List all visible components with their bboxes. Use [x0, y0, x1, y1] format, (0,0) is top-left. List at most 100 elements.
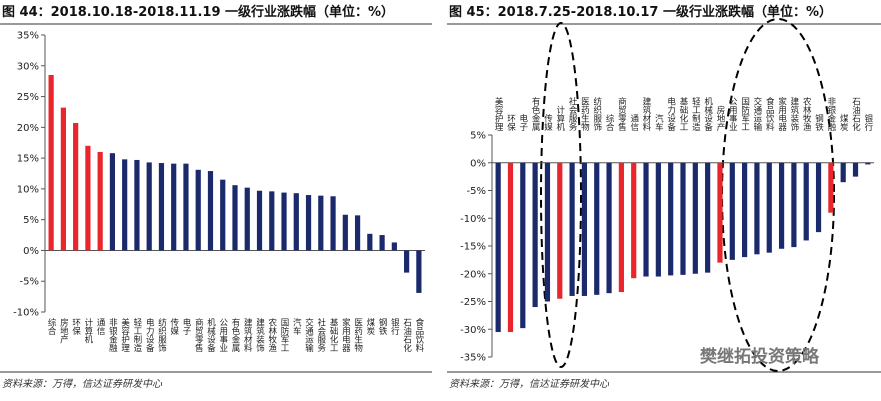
x-tick-label: 电力设备 — [144, 317, 154, 353]
bar — [618, 162, 624, 293]
x-tick-label: 银行 — [863, 113, 873, 132]
x-tick-label: 汽车 — [291, 317, 301, 336]
bar — [544, 162, 551, 302]
bar — [330, 196, 336, 251]
bar — [256, 190, 263, 251]
bar — [791, 162, 797, 248]
x-tick-label: 银行 — [389, 317, 399, 336]
bar — [729, 162, 735, 260]
y-tick-label: -25% — [460, 297, 486, 308]
bar — [305, 195, 312, 251]
y-tick-label: 35% — [17, 31, 39, 42]
bar — [840, 162, 846, 183]
bar — [532, 162, 538, 308]
bar — [354, 215, 361, 251]
y-tick-label: 20% — [17, 123, 39, 134]
bar — [717, 162, 723, 263]
bar — [404, 250, 410, 273]
x-tick-label: 建筑装饰 — [789, 96, 799, 132]
highlight-ellipse — [540, 22, 582, 368]
x-tick-label: 房地产 — [58, 317, 68, 344]
y-tick-label: 5% — [23, 215, 39, 226]
bar — [195, 169, 201, 251]
y-tick-label: 0% — [470, 158, 486, 169]
bar — [416, 250, 422, 293]
bar — [73, 123, 79, 251]
bar — [367, 233, 373, 251]
x-tick-label: 商贸零售 — [193, 317, 203, 353]
bar — [655, 162, 661, 277]
bar — [680, 162, 686, 275]
highlight-ellipse — [721, 18, 835, 372]
x-tick-label: 有色金属 — [230, 317, 240, 353]
x-tick-label: 家用电器 — [340, 317, 350, 353]
x-tick-label: 纺织服饰 — [592, 96, 602, 132]
x-tick-label: 房地产 — [715, 105, 725, 132]
x-tick-label: 建筑材料 — [242, 317, 252, 353]
x-tick-label: 电子 — [181, 317, 191, 335]
bar — [692, 162, 698, 274]
y-tick-label: 10% — [17, 184, 39, 195]
bar — [60, 107, 66, 251]
x-tick-label: 非银金融 — [107, 317, 117, 353]
bar — [803, 162, 809, 241]
x-tick-label: 交通运输 — [304, 317, 314, 353]
bar — [134, 159, 140, 251]
x-tick-label: 综合 — [604, 113, 614, 132]
bar — [342, 214, 348, 251]
source-note: 资料来源：万得，信达证券研发中心 — [2, 378, 163, 390]
x-tick-label: 传媒 — [542, 113, 552, 132]
bar — [85, 145, 91, 251]
x-tick-label: 环保 — [71, 318, 81, 336]
x-tick-label: 医药生物 — [579, 97, 589, 132]
y-tick-label: -15% — [460, 242, 486, 253]
x-tick-label: 国防军工 — [279, 318, 289, 352]
bar — [581, 162, 588, 296]
watermark: 樊继拓投资策略 — [700, 346, 820, 367]
x-tick-label: 机械设备 — [205, 317, 215, 353]
x-tick-label: 机械设备 — [703, 96, 713, 132]
bar — [852, 162, 859, 177]
x-tick-label: 公用事业 — [727, 97, 737, 131]
x-tick-label: 家用电器 — [777, 96, 787, 132]
bar — [865, 162, 871, 165]
x-tick-label: 钢铁 — [377, 317, 387, 336]
x-tick-label: 基础化工 — [678, 96, 688, 131]
bar — [594, 162, 600, 295]
bar — [557, 162, 563, 299]
x-tick-label: 传媒 — [169, 317, 179, 336]
bar — [183, 163, 189, 251]
x-tick-label: 钢铁 — [814, 113, 824, 132]
bar — [318, 195, 324, 251]
x-tick-label: 国防军工 — [740, 97, 750, 131]
bar — [828, 162, 834, 213]
bar — [122, 159, 128, 251]
bar — [158, 163, 165, 251]
bar — [48, 75, 54, 251]
x-tick-label: 食品饮料 — [764, 96, 774, 132]
bar — [207, 171, 214, 251]
x-tick-label: 通信 — [95, 317, 105, 336]
bar — [569, 162, 575, 296]
y-tick-label: -5% — [467, 186, 486, 197]
x-tick-label: 石油石化 — [851, 97, 861, 132]
bar — [643, 162, 649, 277]
y-tick-label: 5% — [470, 131, 486, 142]
chart-title: 图 44：2018.10.18-2018.11.19 一级行业涨跌幅（单位：%） — [2, 4, 394, 20]
bar — [109, 153, 116, 251]
bar — [293, 193, 299, 251]
bar — [668, 162, 674, 276]
x-tick-label: 建筑材料 — [641, 96, 651, 132]
x-tick-label: 有色金属 — [530, 96, 540, 132]
bar — [232, 185, 238, 251]
x-tick-label: 通信 — [629, 113, 639, 132]
x-tick-label: 食品饮料 — [414, 317, 424, 353]
bar — [507, 162, 514, 333]
bar — [146, 162, 152, 251]
x-tick-label: 计算机 — [555, 105, 565, 132]
x-tick-label: 煤炭 — [365, 317, 375, 336]
bar — [766, 162, 772, 253]
x-tick-label: 电子 — [518, 113, 528, 131]
x-tick-label: 计算机 — [83, 317, 93, 344]
